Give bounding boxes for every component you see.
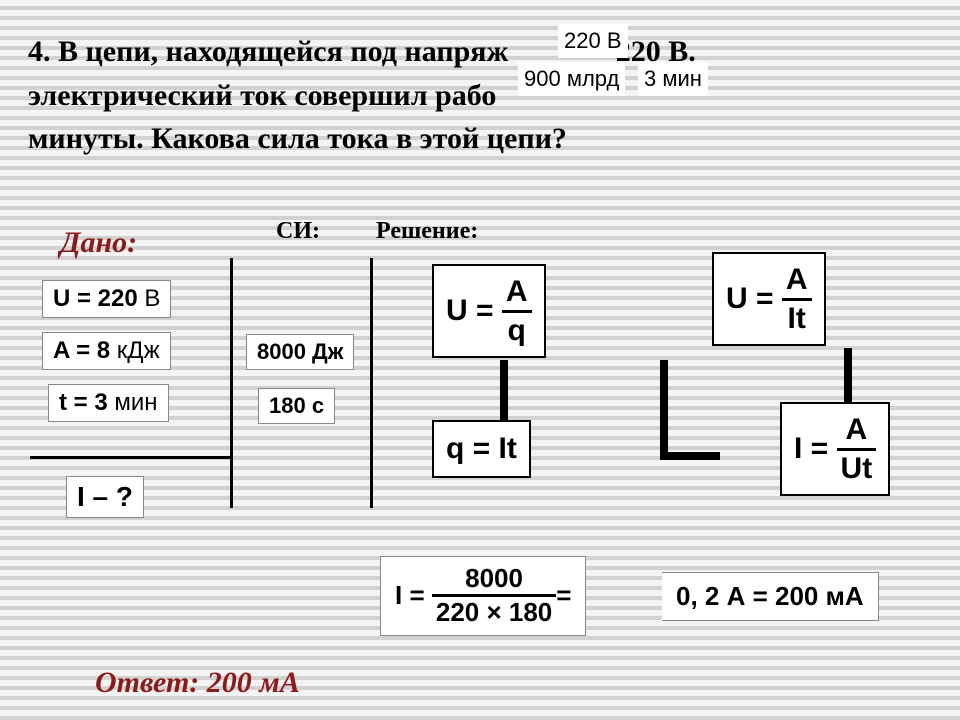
formula-I-AUt: I = A Ut [780, 402, 890, 496]
UAq-num: A [502, 276, 532, 308]
given-U-unit: В [138, 285, 161, 312]
given-t-unit: мин [108, 389, 158, 416]
IAUt-den: Ut [837, 453, 877, 485]
formula-q-It: q = It [432, 420, 531, 478]
formula-U-Aq: U = Aq [432, 264, 546, 358]
calc-box: I = 8000 220 × 180 = [380, 556, 586, 636]
calc-num: 8000 [461, 565, 527, 592]
UAq-lhs: U = [446, 294, 494, 328]
insert-220v: 220 В [558, 24, 628, 58]
given-U-sym: U = 220 [53, 285, 138, 312]
line1a: 4. В цепи, находящейся под напряж [28, 35, 508, 68]
calc-result: 0, 2 А = 200 мА [662, 572, 879, 621]
given-A-sym: A = 8 [53, 337, 110, 364]
insert-3min: 3 мин [638, 62, 708, 96]
resh-label: Решение: [376, 218, 478, 245]
UAq-den: q [504, 315, 530, 347]
arrow-1 [500, 360, 508, 420]
arrow-2a [660, 360, 668, 460]
problem-text: 4. В цепи, находящейся под напряж 220 В … [28, 30, 932, 161]
IAUt-lhs: I = [794, 432, 828, 466]
arrow-2b [660, 452, 720, 460]
vline-2 [370, 258, 373, 508]
given-A-unit: кДж [110, 337, 159, 364]
slide: 4. В цепи, находящейся под напряж 220 В … [0, 0, 960, 720]
given-U: U = 220 В [42, 280, 171, 318]
UAIt-lhs: U = [726, 282, 774, 316]
si-t: 180 с [258, 388, 335, 424]
line3: минуты. Какова сила тока в этой цепи? [28, 122, 567, 155]
hline-find [30, 456, 230, 459]
dano-label: Дано: [60, 226, 137, 260]
vline-1 [230, 258, 233, 508]
insert-900: 900 млрд [518, 62, 625, 96]
IAUt-num: A [842, 414, 872, 446]
si-A: 8000 Дж [246, 334, 354, 370]
given-t-sym: t = 3 [59, 389, 108, 416]
calc-lhs: I = [395, 580, 425, 611]
calc-eq: = [556, 580, 571, 611]
line2a: электрический ток совершил рабо [28, 79, 496, 112]
si-label: СИ: [276, 218, 320, 245]
UAIt-num: A [782, 264, 812, 296]
arrow-3 [844, 348, 852, 402]
formula-U-AIt: U = A It [712, 252, 826, 346]
given-A: A = 8 кДж [42, 332, 171, 370]
given-t: t = 3 мин [48, 384, 169, 422]
given-I: I – ? [66, 476, 144, 518]
UAIt-den: It [784, 303, 810, 335]
answer: Ответ: 200 мА [95, 666, 300, 700]
calc-den: 220 × 180 [432, 599, 556, 626]
